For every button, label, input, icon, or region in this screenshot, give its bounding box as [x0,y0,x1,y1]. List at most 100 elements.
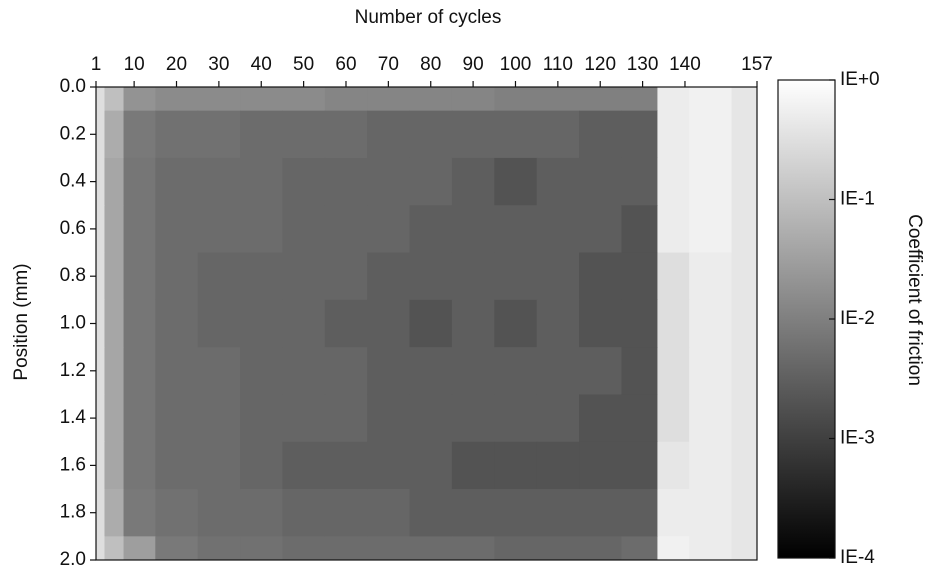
heatmap-cell [96,252,105,301]
heatmap-cell [494,205,538,254]
heatmap-cell [96,110,105,159]
heatmap-cell [689,299,733,348]
colorbar-tick-label: IE-1 [840,189,875,210]
heatmap-cell [494,157,538,206]
heatmap-cell [123,205,156,254]
heatmap-cell [579,441,622,490]
heatmap-cell [579,205,622,254]
heatmap-cell [657,347,690,395]
heatmap-cell [621,394,658,443]
heatmap-cell [657,441,690,490]
heatmap-cell [409,347,453,395]
heatmap-cell [451,110,495,159]
colorbar-tick-label: IE+0 [840,69,880,90]
x-tick-label: 90 [463,54,484,75]
heatmap-cell [324,87,368,112]
heatmap-cell [96,347,105,395]
heatmap-cell [657,110,690,159]
colorbar-title: Coefficient of friction [904,214,925,386]
heatmap-cell [104,489,125,537]
x-axis-title: Number of cycles [355,7,502,28]
heatmap-cell [96,394,105,443]
colorbar [777,79,836,559]
heatmap-cell [324,205,368,254]
heatmap-cell [123,110,156,159]
heatmap-cell [689,157,733,206]
heatmap-cell [197,489,241,537]
heatmap-cell [324,394,368,443]
y-tick-label: 0.8 [60,265,86,286]
heatmap-cell [240,87,283,112]
heatmap-cell [451,489,495,537]
x-tick-label: 157 [741,54,773,75]
heatmap-cell [123,299,156,348]
heatmap-cell [155,87,199,112]
heatmap-cell [621,441,658,490]
heatmap-cell [155,489,199,537]
x-tick-label: 40 [251,54,272,75]
heatmap-cell [240,205,283,254]
y-axis-title: Position (mm) [11,263,32,380]
heatmap-cell [197,157,241,206]
x-tick-label: 20 [166,54,187,75]
y-tick-label: 0.6 [60,218,86,239]
heatmap-cell [731,489,758,537]
heatmap-cell [657,299,690,348]
x-tick-label: 100 [500,54,532,75]
heatmap-cell [282,536,326,561]
heatmap-cell [123,87,156,112]
x-tick-label: 140 [669,54,701,75]
heatmap-cell [494,110,538,159]
heatmap-cell [123,441,156,490]
y-tick-label: 1.0 [60,313,86,334]
heatmap-cell [240,394,283,443]
heatmap-cell [494,347,538,395]
heatmap-cell [494,394,538,443]
heatmap-cell [731,441,758,490]
heatmap-cell [282,87,326,112]
heatmap-cell [282,489,326,537]
heatmap-cell [689,110,733,159]
heatmap-cell [96,299,105,348]
y-tick-label: 1.6 [60,454,86,475]
heatmap-cell [367,110,411,159]
heatmap-cell [657,536,690,561]
heatmap-cell [621,252,658,301]
heatmap-cell [409,205,453,254]
y-tick-label: 2.0 [60,549,86,570]
heatmap-cell [731,157,758,206]
heatmap-cell [104,441,125,490]
heatmap-cell [240,347,283,395]
heatmap-cell [494,536,538,561]
x-tick-label: 50 [293,54,314,75]
heatmap-cell [536,441,580,490]
heatmap-cell [657,157,690,206]
x-tick-label: 10 [124,54,145,75]
heatmap-cell [367,394,411,443]
heatmap-cell [240,536,283,561]
heatmap-cell [536,394,580,443]
heatmap-cell [579,252,622,301]
heatmap-cell [621,299,658,348]
heatmap-cell [536,157,580,206]
heatmap-cell [123,157,156,206]
heatmap-cell [621,489,658,537]
heatmap-cell [197,87,241,112]
heatmap-cell [96,489,105,537]
x-tick-label: 80 [420,54,441,75]
heatmap-cell [282,299,326,348]
heatmap-cell [240,157,283,206]
heatmap-cell [536,536,580,561]
colorbar-tick-label: IE-3 [840,428,875,449]
heatmap-cell [104,299,125,348]
heatmap-cell [689,441,733,490]
heatmap-cell [123,252,156,301]
heatmap-cell [324,347,368,395]
heatmap-cell [731,252,758,301]
heatmap-cell [367,205,411,254]
heatmap-cell [536,205,580,254]
heatmap-cell [197,394,241,443]
heatmap-cell [409,87,453,112]
heatmap-cell [621,205,658,254]
